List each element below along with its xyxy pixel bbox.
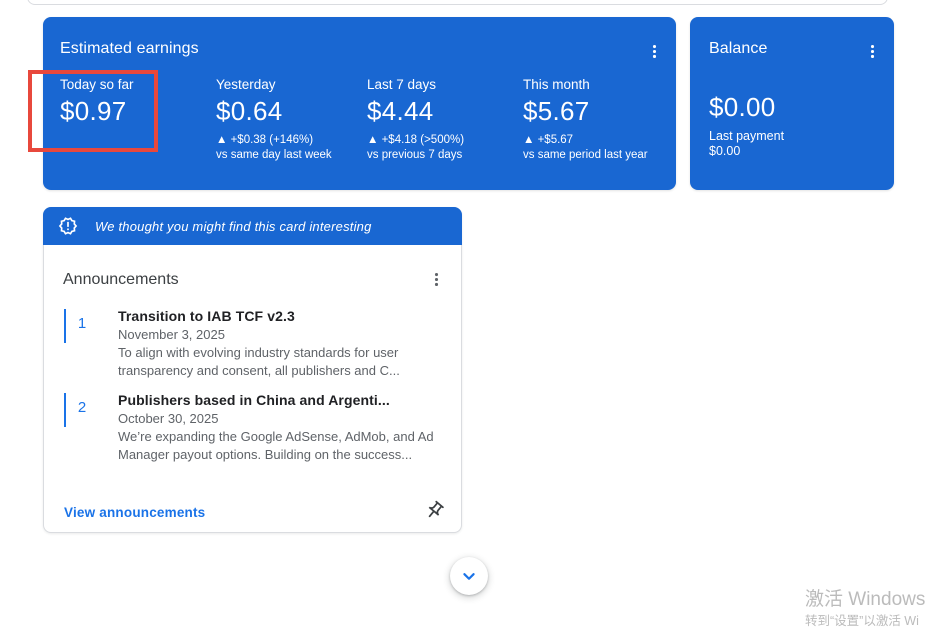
earnings-kebab-menu-icon[interactable]: [642, 39, 666, 63]
suggestion-banner-text: We thought you might find this card inte…: [95, 218, 372, 234]
view-announcements-link[interactable]: View announcements: [64, 505, 206, 520]
metric-label: This month: [523, 77, 590, 92]
announcement-date: October 30, 2025: [118, 411, 219, 426]
item-content: Publishers based in China and Argenti...…: [118, 391, 460, 464]
balance-card-title: Balance: [709, 40, 768, 57]
metric-label: Last 7 days: [367, 77, 437, 92]
item-number: 2: [77, 399, 87, 416]
metric-last-7-days: Last 7 days $4.44 ▲ +$4.18 (>500%) vs pr…: [367, 77, 464, 163]
announcement-title[interactable]: Publishers based in China and Argenti...: [118, 392, 390, 408]
metric-value: $5.67: [523, 96, 590, 126]
metric-value: $0.97: [60, 96, 127, 126]
expand-button[interactable]: [450, 557, 488, 595]
top-bar-partial: [27, 0, 888, 5]
announcement-date: November 3, 2025: [118, 327, 225, 342]
metric-comparison: vs previous 7 days: [367, 149, 463, 161]
announcement-body: We’re expanding the Google AdSense, AdMo…: [118, 429, 434, 462]
metric-comparison: vs same period last year: [523, 149, 648, 161]
metric-this-month: This month $5.67 ▲ +$5.67 vs same period…: [523, 77, 648, 163]
item-accent-bar: [64, 309, 66, 343]
metric-today-so-far: Today so far $0.97: [60, 77, 134, 127]
estimated-earnings-card: Estimated earnings Today so far $0.97 Ye…: [43, 17, 676, 190]
item-content: Transition to IAB TCF v2.3 November 3, 2…: [118, 307, 460, 380]
metric-comparison: vs same day last week: [216, 149, 332, 161]
metric-label: Yesterday: [216, 77, 276, 92]
balance-value: $0.00: [709, 92, 776, 122]
item-accent-bar: [64, 393, 66, 427]
metric-value: $0.64: [216, 96, 283, 126]
announcement-body: To align with evolving industry standard…: [118, 345, 400, 378]
watermark-line2: 转到“设置”以激活 Wi: [805, 614, 919, 628]
suggestion-banner: We thought you might find this card inte…: [43, 207, 462, 245]
metric-delta: ▲ +$5.67: [523, 134, 574, 146]
metric-label: Today so far: [60, 77, 134, 92]
announcements-kebab-menu-icon[interactable]: [423, 266, 449, 292]
announcements-title: Announcements: [63, 271, 179, 288]
new-releases-icon: [58, 216, 78, 236]
item-number: 1: [77, 315, 87, 332]
last-payment-label: Last payment: [709, 129, 785, 143]
chevron-down-icon: [458, 565, 480, 587]
push-pin-icon[interactable]: [421, 497, 447, 523]
announcement-title[interactable]: Transition to IAB TCF v2.3: [118, 308, 295, 324]
watermark-line1: 激活 Windows: [805, 589, 926, 610]
metric-delta: ▲ +$0.38 (+146%): [216, 134, 314, 146]
earnings-card-title: Estimated earnings: [60, 40, 199, 57]
windows-activation-watermark: 激活 Windows 转到“设置”以激活 Wi: [805, 588, 925, 628]
metric-value: $4.44: [367, 96, 434, 126]
last-payment-value: $0.00: [709, 144, 741, 158]
announcements-card: We thought you might find this card inte…: [43, 207, 462, 533]
balance-kebab-menu-icon[interactable]: [860, 39, 884, 63]
metric-yesterday: Yesterday $0.64 ▲ +$0.38 (+146%) vs same…: [216, 77, 332, 163]
metric-delta: ▲ +$4.18 (>500%): [367, 134, 465, 146]
balance-card: Balance $0.00 Last payment $0.00: [690, 17, 894, 190]
